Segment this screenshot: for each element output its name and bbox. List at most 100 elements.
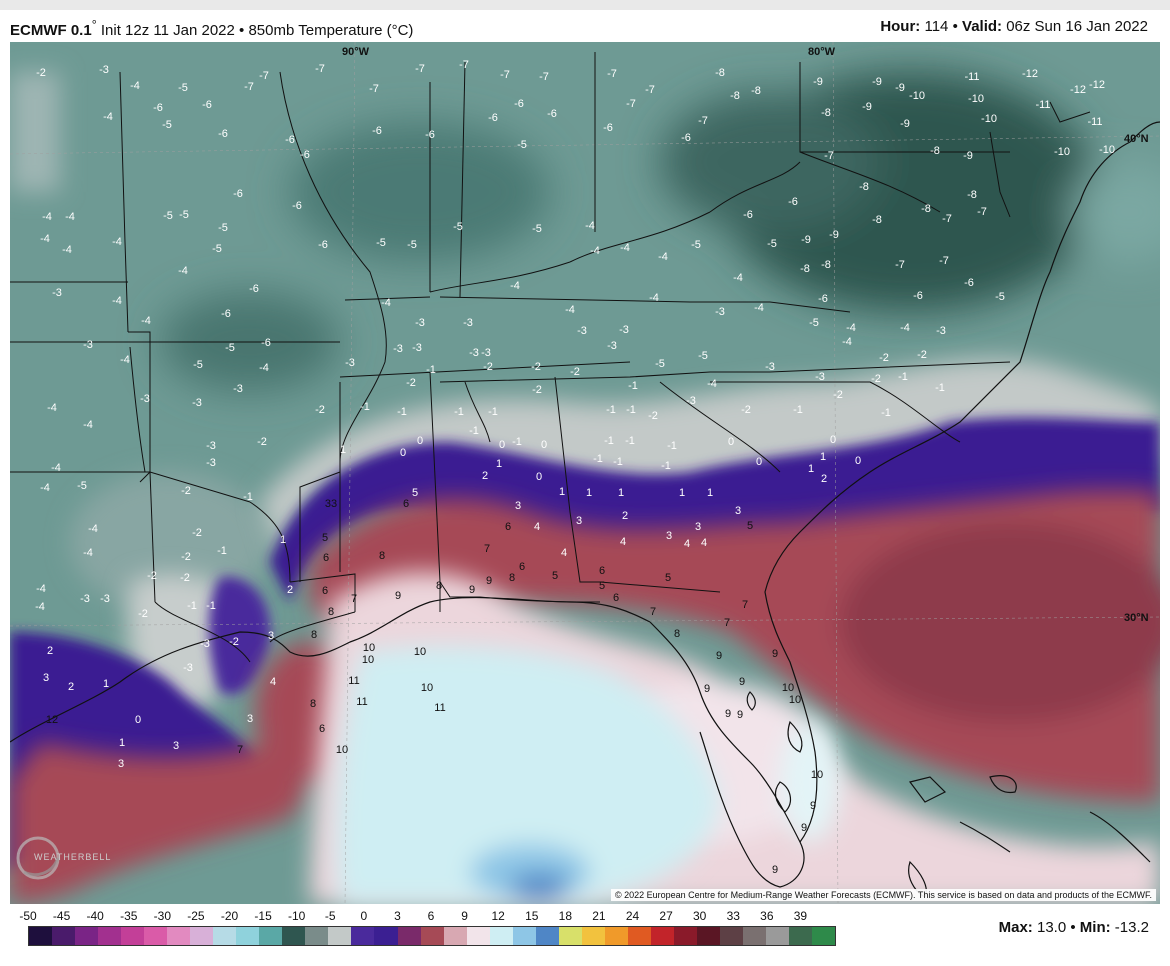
map-value-label: -8 <box>821 107 831 119</box>
map-value-label: 11 <box>356 696 367 708</box>
warm-core <box>10 489 1160 904</box>
map-header: ECMWF 0.1° Init 12z 11 Jan 2022 • 850mb … <box>0 10 1170 42</box>
map-value-label: -9 <box>872 76 882 88</box>
map-value-label: -5 <box>995 291 1005 303</box>
map-value-label: -8 <box>715 67 725 79</box>
map-value-label: -1 <box>613 456 623 468</box>
map-value-label: -3 <box>415 317 425 329</box>
map-value-label: -4 <box>649 292 659 304</box>
map-value-label: -3 <box>936 325 946 337</box>
legend-tick-label: 12 <box>491 909 505 923</box>
legend-tick-label: -35 <box>120 909 138 923</box>
map-value-label: -11 <box>964 71 979 83</box>
min-label: Min: <box>1079 919 1111 936</box>
legend-tick-label: -15 <box>254 909 272 923</box>
map-value-label: -5 <box>655 358 665 370</box>
map-value-label: 4 <box>561 547 567 559</box>
map-value-label: -5 <box>212 243 222 255</box>
map-value-label: -4 <box>112 295 122 307</box>
map-value-label: 5 <box>412 487 418 499</box>
legend-color-swatch <box>512 927 536 945</box>
legend-color-swatch <box>190 927 214 945</box>
map-value-label: 6 <box>403 498 409 510</box>
map-value-label: 9 <box>739 676 745 688</box>
map-value-label: -4 <box>40 233 50 245</box>
map-value-label: 1 <box>340 444 346 456</box>
map-value-label: -5 <box>767 238 777 250</box>
map-value-label: -1 <box>469 425 479 437</box>
map-value-label: -3 <box>577 325 587 337</box>
map-value-label: -9 <box>813 76 823 88</box>
legend-tick-label: 0 <box>360 909 368 923</box>
max-value: 13.0 <box>1036 919 1067 936</box>
map-value-label: -7 <box>415 63 425 75</box>
map-value-label: 1 <box>559 486 565 498</box>
legend-tick-label: 39 <box>793 909 808 923</box>
map-value-label: 8 <box>379 550 385 562</box>
map-value-label: -3 <box>99 64 109 76</box>
map-value-label: -3 <box>686 395 696 407</box>
map-value-label: -1 <box>661 460 671 472</box>
map-value-label: -6 <box>261 337 271 349</box>
map-value-label: -1 <box>488 406 498 418</box>
legend-color-swatch <box>719 927 743 945</box>
init-time: Init 12z 11 Jan 2022 <box>96 22 235 39</box>
map-value-label: 7 <box>742 599 748 611</box>
map-value-label: -7 <box>626 98 636 110</box>
map-value-label: 9 <box>395 590 401 602</box>
map-value-label: -4 <box>178 265 188 277</box>
map-value-label: -7 <box>369 83 379 95</box>
map-value-label: -4 <box>565 304 575 316</box>
map-value-label: 9 <box>801 822 807 834</box>
map-value-label: -5 <box>193 359 203 371</box>
legend-color-swatch <box>812 927 836 945</box>
map-value-label: 1 <box>280 534 286 546</box>
map-canvas: -2 -3-4 -5 -7-7-7-7-7 -7-7 -7 -7-7-8-8 -8-9 -9 -9… <box>10 42 1160 904</box>
legend-tick-label: 9 <box>461 909 468 923</box>
map-value-label: -4 <box>47 402 57 414</box>
map-value-label: -4 <box>620 242 630 254</box>
map-value-label: -8 <box>967 189 977 201</box>
temperature-map[interactable]: -2 -3 -4 -5 -7 -7 -7 -7 -7 -7 -7 -7 -7 -7 -8 -8 -8 -9 -9 -9… <box>10 42 1160 904</box>
map-value-label: -3 <box>233 383 243 395</box>
map-value-label: 7 <box>724 617 730 629</box>
map-value-label: -1 <box>935 382 945 394</box>
map-value-label: -8 <box>921 203 931 215</box>
map-value-label: -1 <box>512 436 522 448</box>
map-value-label: -9 <box>829 229 839 241</box>
map-value-label: 9 <box>486 575 492 587</box>
map-value-label: -6 <box>249 283 259 295</box>
map-value-label: 8 <box>509 572 515 584</box>
map-value-label: -6 <box>743 209 753 221</box>
maxmin-bullet: • <box>1070 919 1076 936</box>
legend-color-swatch <box>305 927 329 945</box>
map-value-label: 7 <box>351 593 357 605</box>
map-value-label: 10 <box>363 642 375 654</box>
map-value-label: 2 <box>47 645 53 657</box>
map-value-label: -5 <box>163 210 173 222</box>
map-value-label: -7 <box>977 206 987 218</box>
map-value-label: -4 <box>658 251 668 263</box>
map-value-label: -6 <box>218 128 228 140</box>
legend-tick-label: -50 <box>19 909 37 923</box>
map-value-label: 7 <box>237 744 243 756</box>
legend-color-swatch <box>397 927 421 945</box>
map-value-label: 5 <box>322 532 328 544</box>
map-value-label: 0 <box>400 447 406 459</box>
hour-label: Hour: <box>880 18 921 35</box>
map-value-label: 0 <box>536 471 542 483</box>
map-value-label: -6 <box>488 112 498 124</box>
map-value-label: -11 <box>1035 99 1050 111</box>
legend-color-swatch <box>581 927 605 945</box>
map-value-label: 2 <box>821 473 827 485</box>
legend-color-swatch <box>673 927 697 945</box>
legend-tick-label: 18 <box>558 909 573 923</box>
map-value-label: -10 <box>981 113 997 125</box>
legend-tick-label: 21 <box>592 909 606 923</box>
map-value-label: -5 <box>376 237 386 249</box>
legend-color-swatch <box>98 927 122 945</box>
map-value-label: -7 <box>939 255 949 267</box>
map-value-label: -3 <box>140 393 150 405</box>
map-value-label: -5 <box>218 222 228 234</box>
color-legend: -50 -45 -40 -35 -30 -25 -20 -15 -10 -5 0 3 6 9 12 15 18 2… <box>10 904 1170 966</box>
